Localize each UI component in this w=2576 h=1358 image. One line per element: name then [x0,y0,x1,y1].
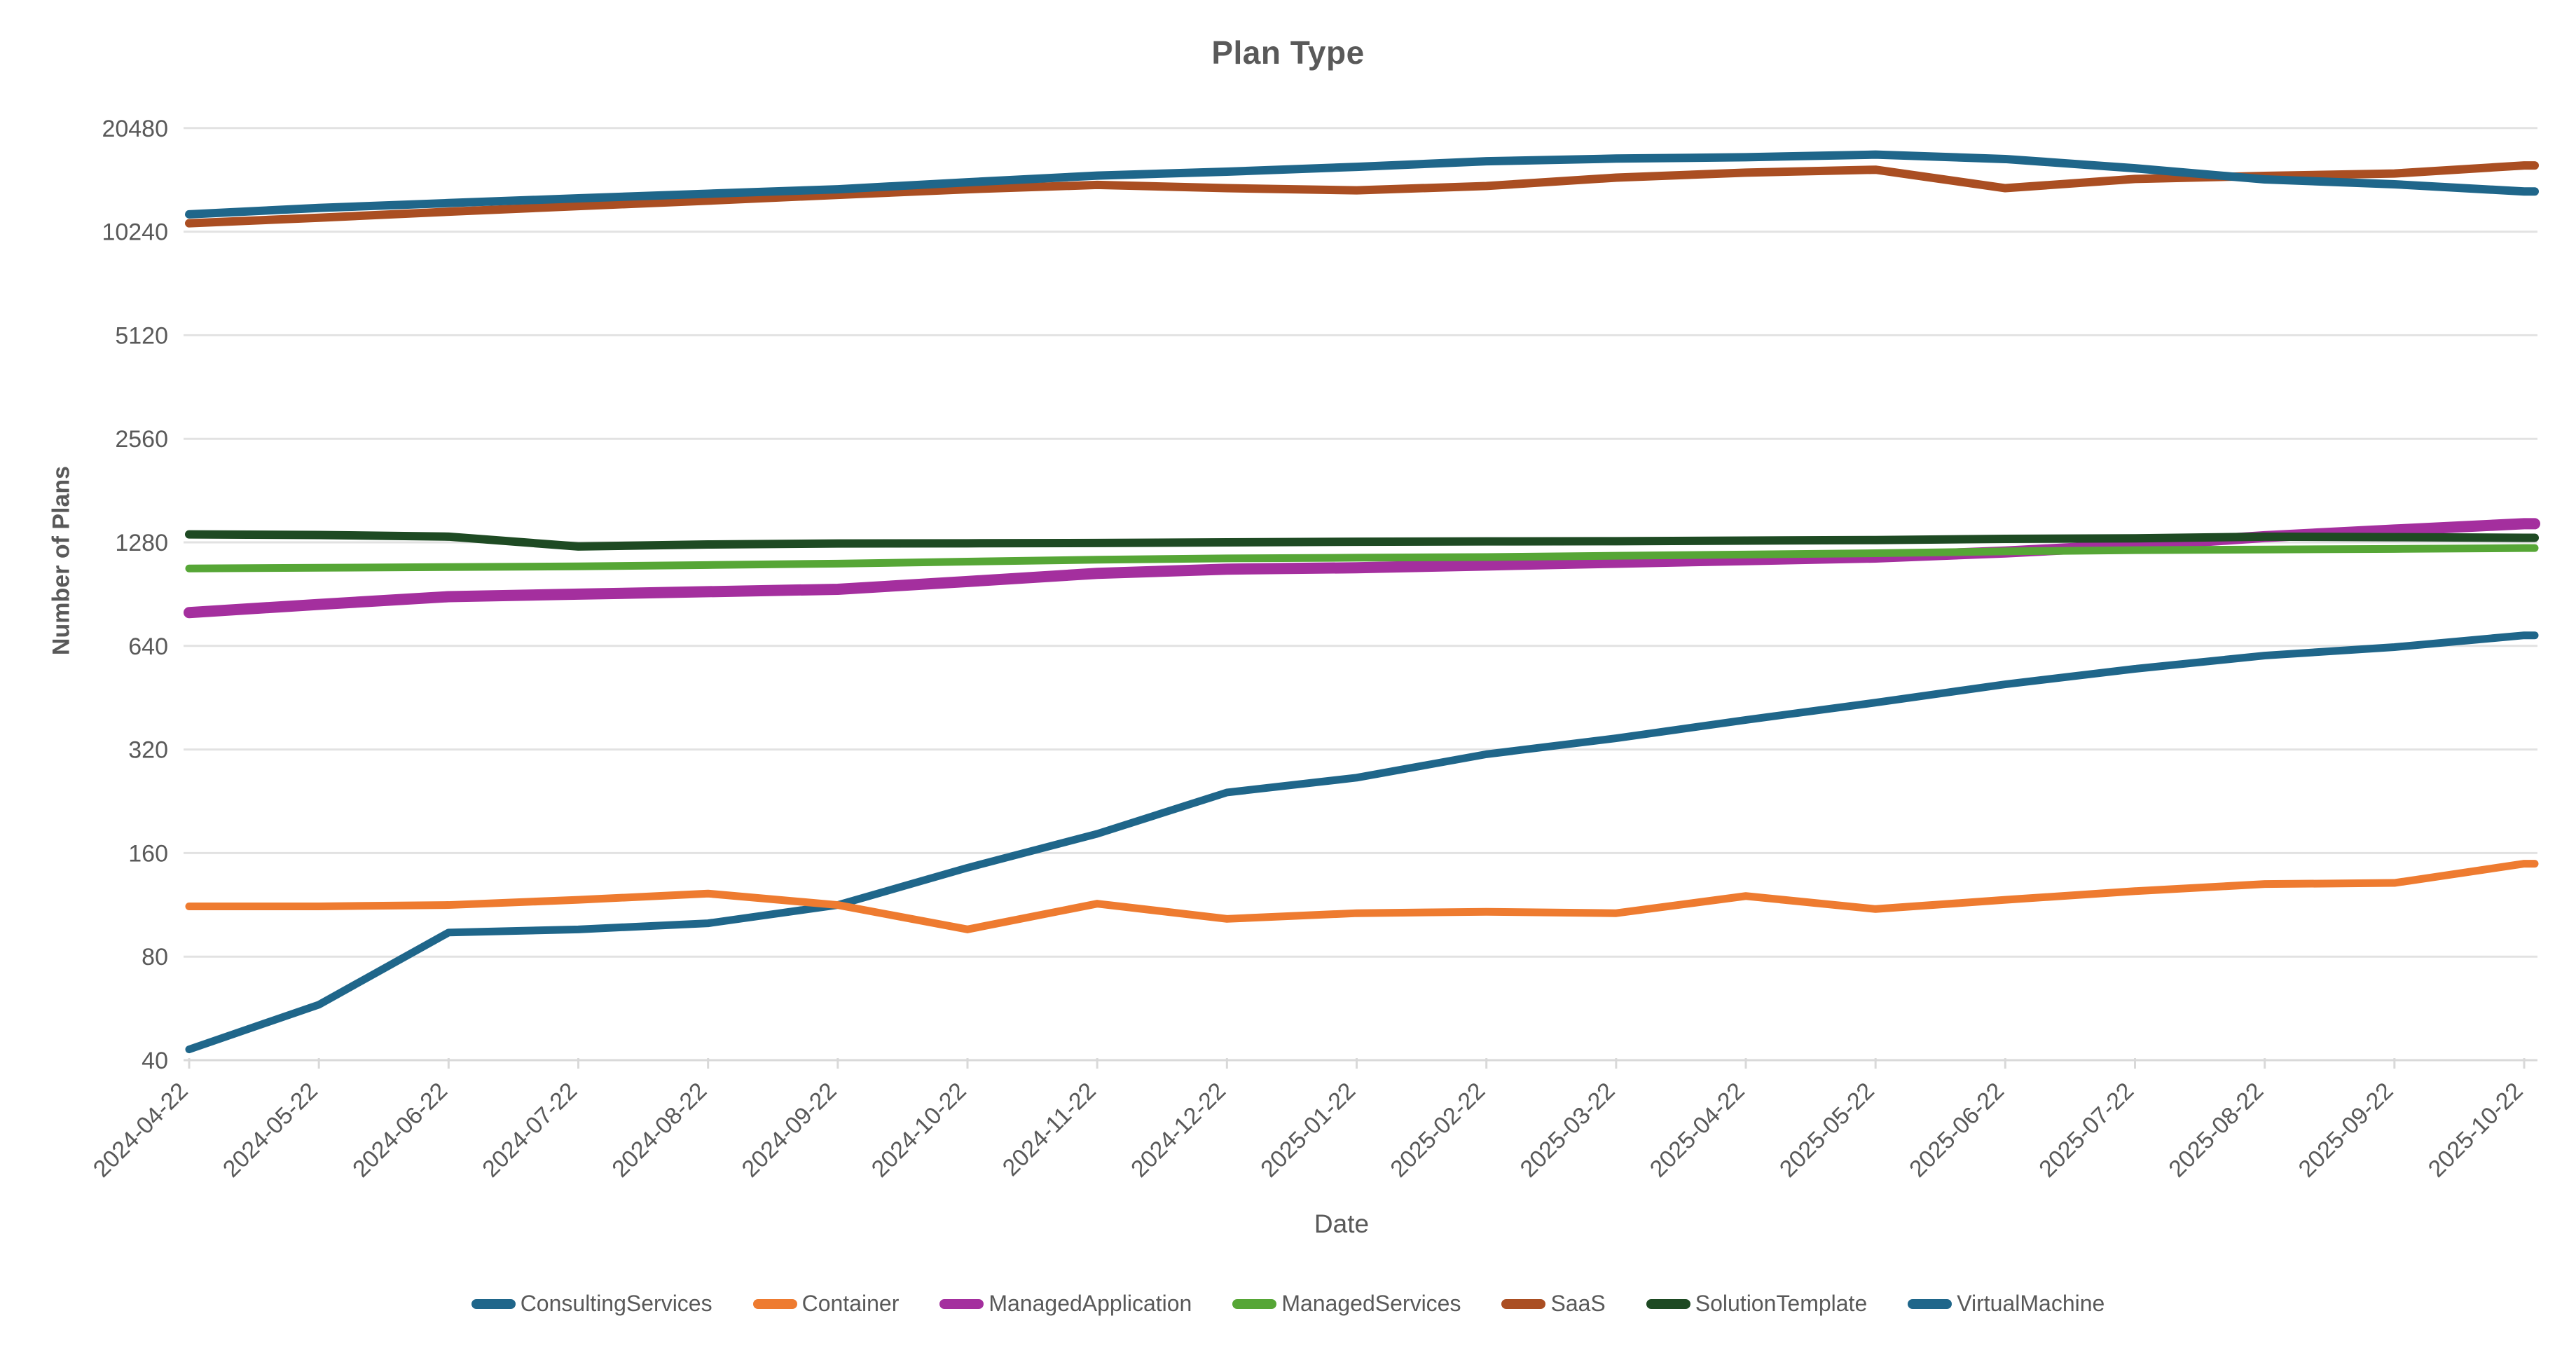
x-tick-label-8: 2024-12-22 [1126,1078,1231,1183]
y-tick-label-320: 320 [128,737,168,764]
x-axis-title: Date [1314,1209,1370,1238]
legend-swatch-ManagedApplication [939,1298,984,1309]
legend-item-Container[interactable]: Container [752,1291,900,1317]
series-line-SolutionTemplate[interactable] [185,530,2539,551]
legend-label-SaaS: SaaS [1550,1291,1606,1316]
x-tick-label-4: 2024-08-22 [607,1078,712,1183]
legend-label-ManagedServices: ManagedServices [1281,1291,1461,1316]
legend-item-ConsultingServices[interactable]: ConsultingServices [471,1291,712,1317]
x-tick-label-14: 2025-06-22 [1904,1078,2009,1183]
x-tick-label-13: 2025-05-22 [1775,1078,1880,1183]
legend-label-ConsultingServices: ConsultingServices [520,1291,712,1316]
legend-swatch-ConsultingServices [471,1298,516,1309]
series-line-ManagedServices[interactable] [185,544,2539,572]
x-tick-label-0: 2024-04-22 [88,1078,193,1183]
legend-label-ManagedApplication: ManagedApplication [989,1291,1192,1316]
legend-label-VirtualMachine: VirtualMachine [1957,1291,2105,1316]
legend-label-Container: Container [801,1291,900,1316]
y-tick-label-5120: 5120 [115,322,168,349]
y-tick-label-20480: 20480 [102,116,168,142]
y-tick-label-40: 40 [142,1048,168,1074]
x-tick-label-12: 2025-04-22 [1645,1078,1750,1183]
y-tick-label-160: 160 [128,840,168,867]
legend-swatch-ManagedServices [1232,1298,1277,1309]
y-tick-label-640: 640 [128,633,168,660]
legend-item-SolutionTemplate[interactable]: SolutionTemplate [1646,1291,1867,1317]
series-line-VirtualMachine[interactable] [185,150,2539,219]
x-tick-label-2: 2024-06-22 [347,1078,453,1183]
x-tick-label-7: 2024-11-22 [998,1078,1101,1181]
legend-item-ManagedApplication[interactable]: ManagedApplication [939,1291,1192,1317]
x-tick-label-9: 2025-01-22 [1255,1078,1361,1183]
x-tick-label-10: 2025-02-22 [1385,1078,1490,1183]
x-tick-label-5: 2024-09-22 [737,1078,842,1183]
legend-item-VirtualMachine[interactable]: VirtualMachine [1908,1291,2105,1317]
legend-item-SaaS[interactable]: SaaS [1501,1291,1606,1317]
legend-swatch-Container [752,1298,797,1309]
x-tick-label-15: 2025-07-22 [2034,1078,2139,1183]
x-tick-label-6: 2024-10-22 [867,1078,972,1183]
y-tick-label-2560: 2560 [115,426,168,453]
x-tick-label-17: 2025-09-22 [2294,1078,2399,1183]
y-tick-label-1280: 1280 [115,530,168,556]
y-axis-title: Number of Plans [48,465,75,656]
legend-swatch-VirtualMachine [1908,1298,1952,1309]
x-tick-label-18: 2025-10-22 [2423,1078,2528,1183]
y-tick-label-10240: 10240 [102,219,168,246]
y-tick-label-80: 80 [142,944,168,971]
legend-swatch-SolutionTemplate [1646,1298,1690,1309]
legend-item-ManagedServices[interactable]: ManagedServices [1232,1291,1461,1317]
legend: ConsultingServices Container ManagedApplic… [0,1291,2576,1317]
x-tick-label-11: 2025-03-22 [1515,1078,1620,1183]
x-tick-label-1: 2024-05-22 [218,1078,323,1183]
series-line-ConsultingServices[interactable] [185,631,2539,1054]
series-line-Container[interactable] [185,860,2539,933]
legend-label-SolutionTemplate: SolutionTemplate [1695,1291,1868,1316]
chart-title: Plan Type [1211,34,1365,71]
x-tick-label-3: 2024-07-22 [477,1078,582,1183]
x-tick-label-16: 2025-08-22 [2163,1078,2268,1183]
legend-swatch-SaaS [1501,1298,1546,1309]
